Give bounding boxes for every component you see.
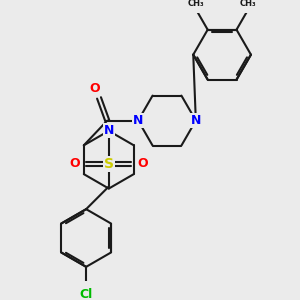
Text: CH₃: CH₃ (188, 0, 205, 8)
Text: CH₃: CH₃ (239, 0, 256, 8)
Text: N: N (103, 124, 114, 137)
Text: O: O (90, 82, 100, 95)
Text: Cl: Cl (80, 288, 93, 300)
Text: N: N (133, 114, 143, 127)
Text: S: S (104, 157, 114, 171)
Text: N: N (190, 114, 201, 127)
Text: O: O (137, 157, 148, 170)
Text: O: O (70, 157, 80, 170)
